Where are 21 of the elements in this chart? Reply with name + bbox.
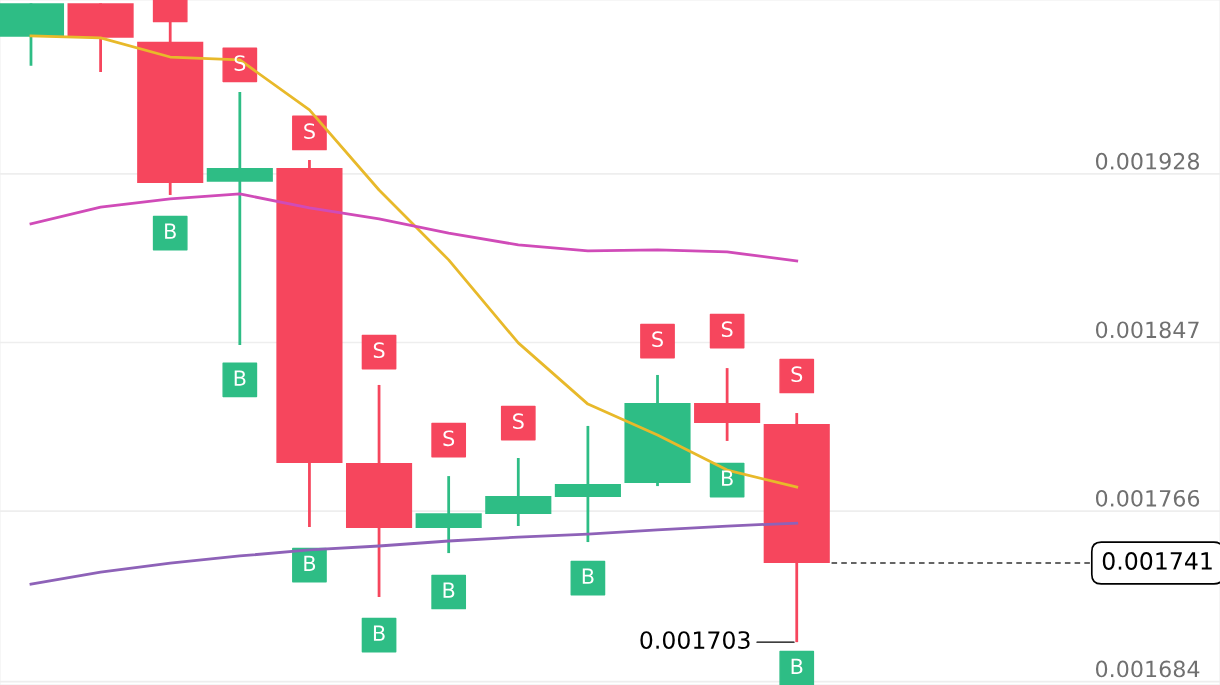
data-label: B <box>234 370 246 386</box>
data-label: S <box>373 342 385 359</box>
data-label: B <box>373 625 385 641</box>
data-label: B <box>582 568 594 584</box>
data-label: S <box>513 413 524 430</box>
data-label: S <box>721 321 733 338</box>
data-label: S <box>652 331 663 348</box>
data-label: S <box>791 366 803 383</box>
data-label: B <box>443 582 455 598</box>
annotation: 0.001703 <box>640 631 750 649</box>
y-tick-label: 0.001928 <box>1095 152 1200 170</box>
ref-line-label: 0.001741 <box>1102 552 1212 570</box>
data-label: B <box>165 223 176 239</box>
data-label: B <box>722 470 733 486</box>
y-tick-label: 0.001684 <box>1095 660 1200 678</box>
y-tick-label: 0.001766 <box>1095 489 1200 507</box>
data-label: S <box>304 123 315 140</box>
data-label: S <box>443 430 455 447</box>
data-label: B <box>304 555 316 571</box>
data-label: B <box>791 658 803 674</box>
y-tick-label: 0.001847 <box>1095 321 1199 339</box>
